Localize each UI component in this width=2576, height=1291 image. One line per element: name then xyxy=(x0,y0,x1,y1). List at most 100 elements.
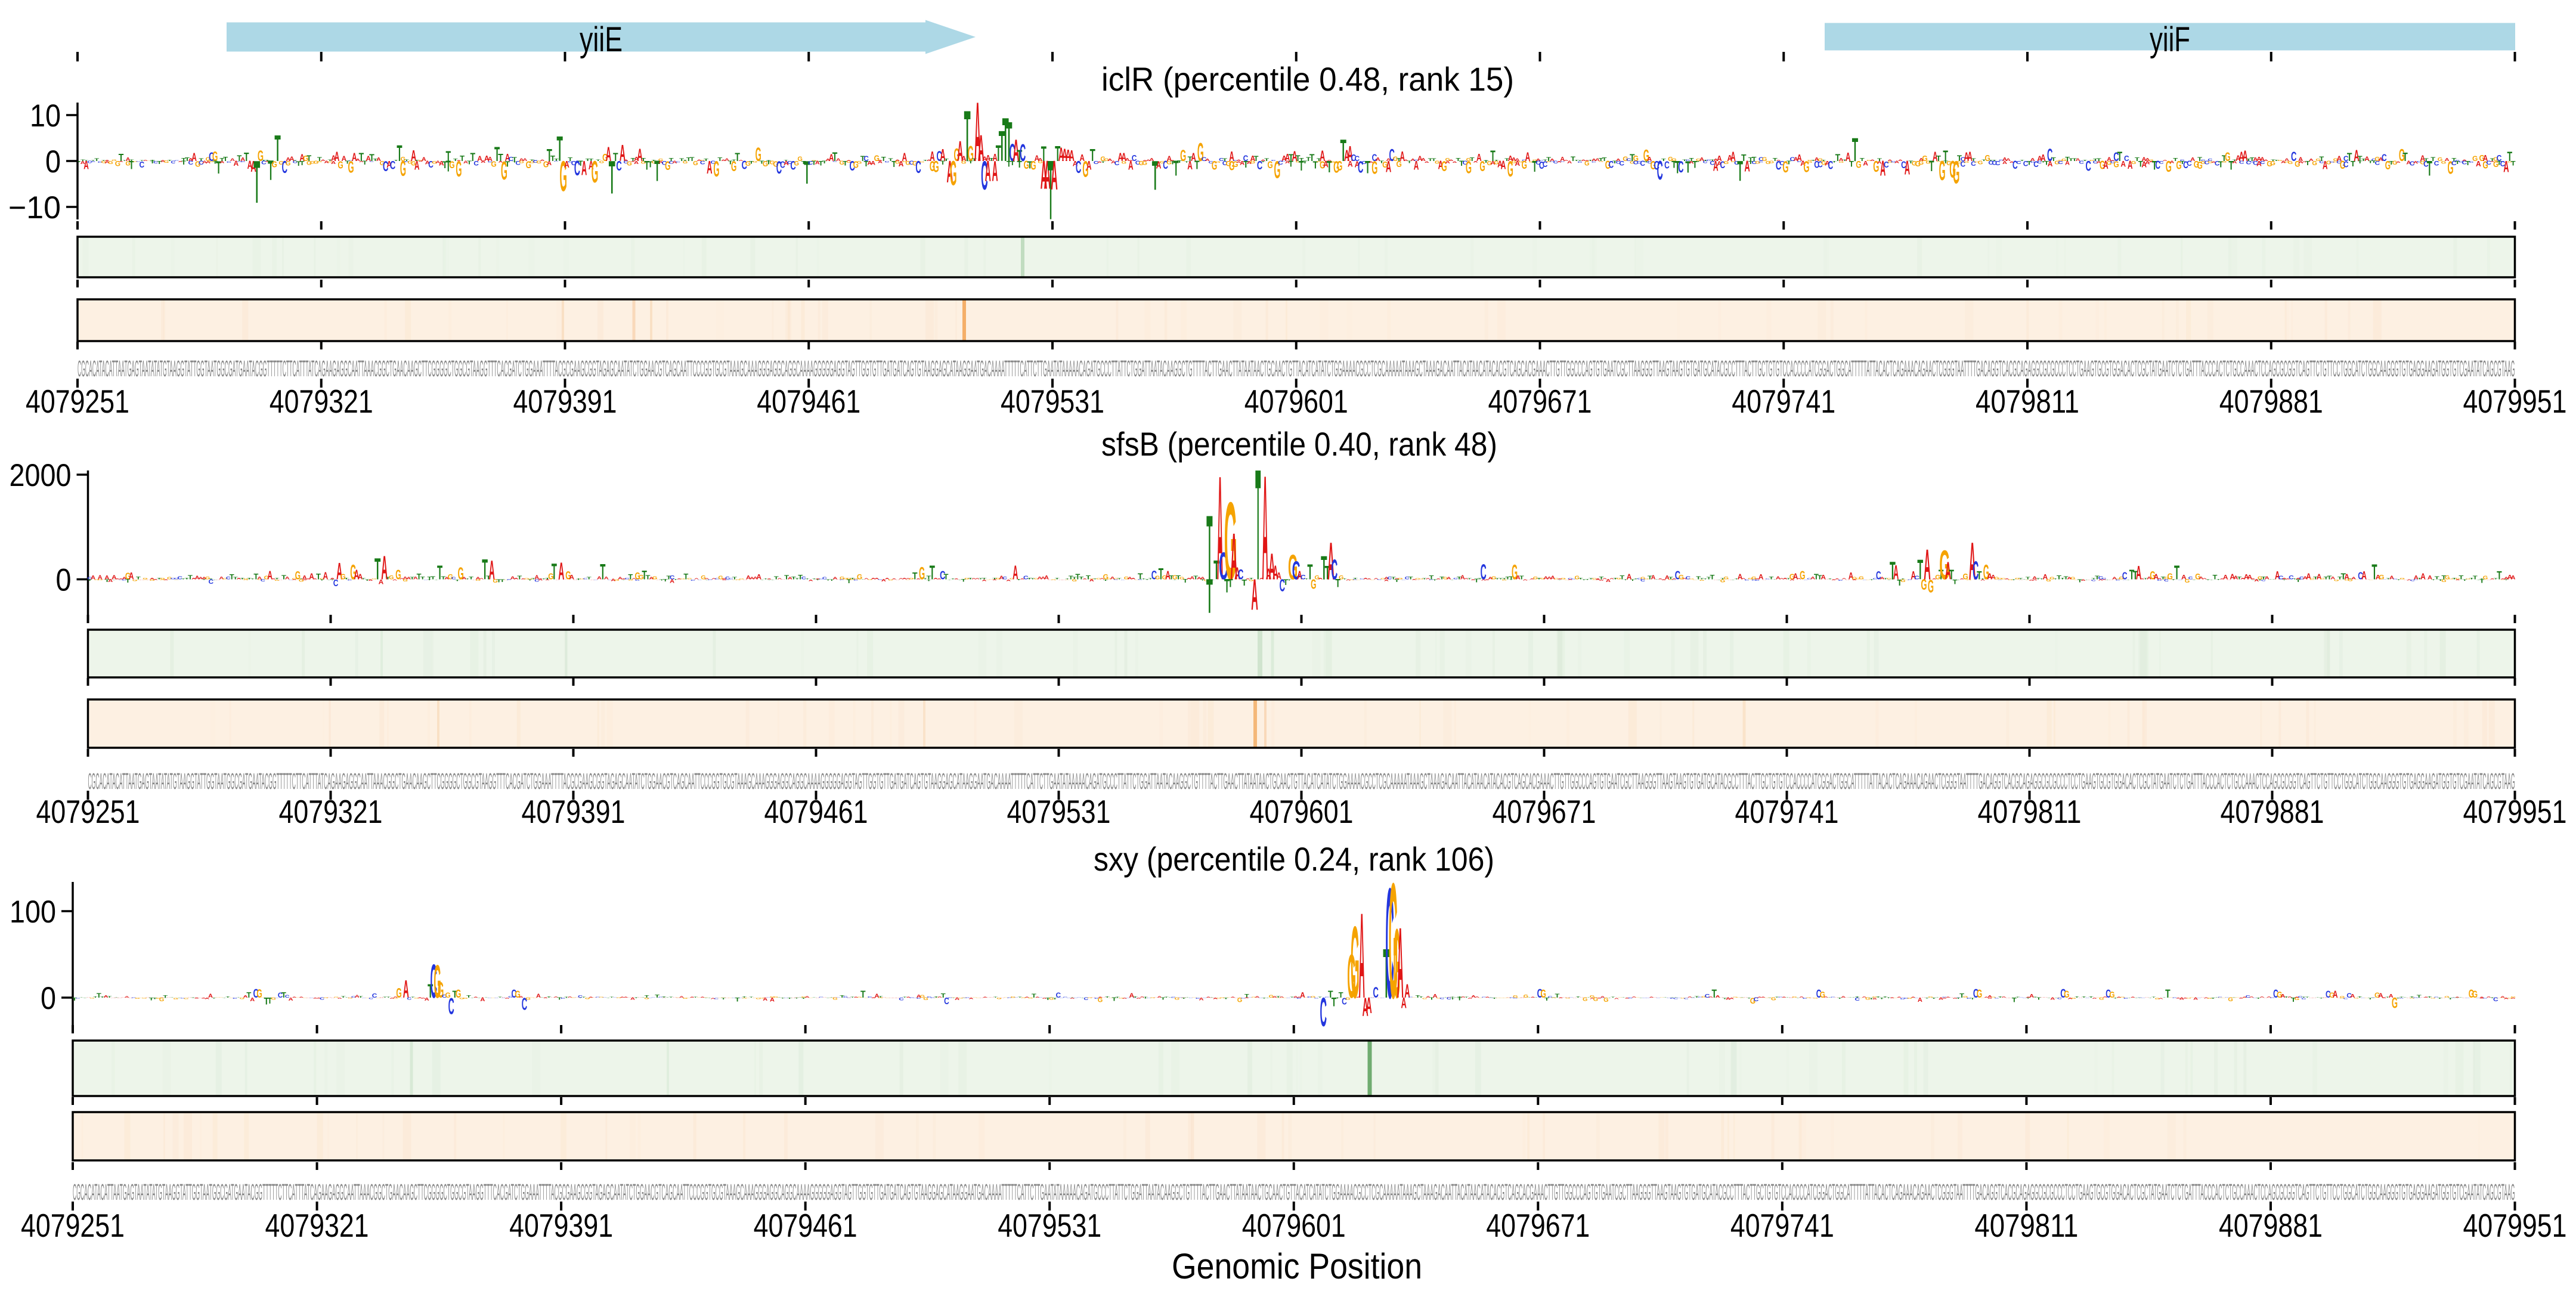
svg-text:A: A xyxy=(2350,993,2355,999)
svg-text:T: T xyxy=(641,997,646,998)
svg-text:A: A xyxy=(1347,142,1352,166)
svg-text:A: A xyxy=(916,578,921,580)
svg-text:A: A xyxy=(2286,578,2290,580)
svg-text:G: G xyxy=(1939,156,1946,187)
svg-text:G: G xyxy=(1912,160,1917,168)
svg-text:T: T xyxy=(91,160,95,161)
svg-text:A: A xyxy=(309,571,314,581)
svg-text:A: A xyxy=(2169,160,2174,164)
svg-text:G: G xyxy=(2131,160,2137,165)
svg-text:T: T xyxy=(1484,160,1488,164)
svg-text:T: T xyxy=(1980,578,1985,580)
svg-text:A: A xyxy=(1118,151,1123,163)
svg-text:G: G xyxy=(902,161,908,163)
svg-text:T: T xyxy=(654,154,660,187)
svg-text:A: A xyxy=(1363,992,1368,1021)
svg-text:A: A xyxy=(1846,151,1851,164)
svg-text:T: T xyxy=(2082,996,2086,998)
svg-text:C: C xyxy=(451,577,456,580)
svg-text:A: A xyxy=(1877,160,1883,165)
svg-text:T: T xyxy=(188,575,193,581)
svg-text:A: A xyxy=(1006,579,1011,581)
svg-text:C: C xyxy=(1751,579,1756,581)
svg-text:A: A xyxy=(160,160,165,161)
svg-text:A: A xyxy=(1146,159,1151,162)
svg-text:A: A xyxy=(338,997,342,999)
svg-text:G: G xyxy=(1946,160,1952,166)
svg-text:A: A xyxy=(1292,149,1297,165)
svg-text:A: A xyxy=(1945,557,1951,585)
svg-text:4079461: 4079461 xyxy=(764,793,868,830)
svg-text:T: T xyxy=(1588,159,1593,161)
svg-text:C: C xyxy=(1626,158,1631,162)
svg-text:A: A xyxy=(871,997,876,998)
svg-text:T: T xyxy=(1869,579,1874,580)
svg-text:C: C xyxy=(233,997,237,999)
svg-text:G: G xyxy=(1644,578,1649,580)
svg-text:A: A xyxy=(1460,574,1465,581)
svg-text:A: A xyxy=(1558,997,1563,998)
svg-text:T: T xyxy=(652,159,657,161)
svg-text:T: T xyxy=(191,997,196,998)
svg-text:A: A xyxy=(847,997,852,998)
svg-text:G: G xyxy=(1701,996,1707,998)
svg-text:G: G xyxy=(2472,989,2478,1000)
svg-text:C: C xyxy=(1414,159,1419,162)
svg-text:A: A xyxy=(1647,156,1652,162)
svg-text:A: A xyxy=(832,577,837,580)
svg-text:G: G xyxy=(1415,578,1420,580)
svg-text:A: A xyxy=(206,160,211,165)
svg-text:A: A xyxy=(1199,997,1205,1001)
svg-text:G: G xyxy=(1643,145,1649,165)
svg-text:G: G xyxy=(700,159,705,161)
svg-text:T: T xyxy=(1307,560,1312,584)
svg-text:A: A xyxy=(2376,574,2381,581)
svg-text:T: T xyxy=(1848,997,1853,998)
svg-text:A: A xyxy=(145,997,150,998)
svg-text:T: T xyxy=(1168,997,1172,998)
svg-text:A: A xyxy=(299,996,304,998)
svg-text:C: C xyxy=(917,998,921,999)
svg-text:A: A xyxy=(2120,159,2126,169)
svg-text:C: C xyxy=(776,157,782,178)
svg-text:T: T xyxy=(642,568,647,583)
svg-text:T: T xyxy=(1317,158,1322,162)
svg-text:G: G xyxy=(1513,995,1518,998)
svg-text:T: T xyxy=(1276,996,1281,999)
svg-text:C: C xyxy=(1568,578,1572,580)
svg-text:G: G xyxy=(878,997,883,998)
svg-text:A: A xyxy=(1761,996,1766,998)
svg-text:T: T xyxy=(512,157,517,163)
svg-text:T: T xyxy=(999,123,1005,171)
svg-text:C: C xyxy=(2278,575,2284,581)
svg-text:4079811: 4079811 xyxy=(1974,1207,2078,1244)
svg-text:4079671: 4079671 xyxy=(1486,1207,1590,1244)
svg-text:T: T xyxy=(1929,159,1934,175)
svg-text:A: A xyxy=(694,578,699,580)
svg-text:A: A xyxy=(2076,158,2081,162)
svg-text:A: A xyxy=(1234,564,1240,583)
svg-text:A: A xyxy=(1247,160,1252,165)
svg-text:T: T xyxy=(94,158,100,162)
svg-text:C: C xyxy=(473,160,479,167)
svg-text:G: G xyxy=(2169,997,2174,998)
svg-text:C: C xyxy=(227,160,231,163)
svg-text:G: G xyxy=(958,998,964,999)
svg-text:A: A xyxy=(2147,576,2152,580)
svg-text:4079951: 4079951 xyxy=(2463,383,2567,420)
svg-text:T: T xyxy=(244,150,249,163)
svg-text:T: T xyxy=(843,159,849,167)
svg-text:G: G xyxy=(1175,997,1180,1001)
svg-text:C: C xyxy=(1942,996,1947,998)
svg-text:T: T xyxy=(1419,996,1424,998)
svg-text:T: T xyxy=(2162,997,2167,998)
svg-text:C: C xyxy=(2093,160,2098,165)
svg-text:C: C xyxy=(1914,575,1919,581)
svg-text:A: A xyxy=(2287,996,2292,998)
svg-text:G: G xyxy=(1226,160,1231,168)
svg-text:G: G xyxy=(1393,156,1398,163)
svg-text:G: G xyxy=(773,996,779,998)
svg-text:T: T xyxy=(404,159,409,162)
svg-text:G: G xyxy=(2071,997,2076,999)
svg-text:G: G xyxy=(94,579,100,580)
